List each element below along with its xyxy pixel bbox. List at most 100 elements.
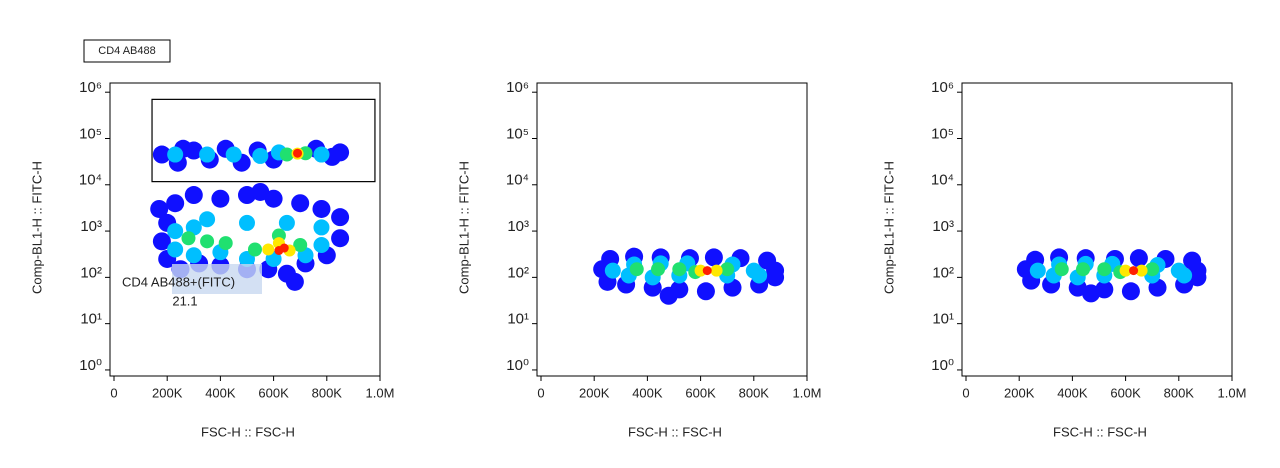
- y-tick-label: 10⁰: [506, 357, 529, 374]
- density-point: [199, 211, 216, 228]
- density-point: [225, 146, 242, 163]
- density-point: [331, 208, 350, 227]
- x-tick-label: 200K: [1004, 385, 1035, 400]
- y-tick-label: 10⁵: [506, 125, 529, 142]
- x-axis-label: FSC-H :: FSC-H: [201, 424, 295, 439]
- density-point: [199, 146, 216, 163]
- density-point: [710, 264, 723, 277]
- density-point: [278, 214, 295, 231]
- density-point: [251, 182, 270, 201]
- gate: [151, 98, 376, 183]
- density-point: [1129, 249, 1148, 268]
- density-point: [167, 146, 184, 163]
- density-point: [152, 145, 171, 164]
- density-point: [218, 236, 233, 251]
- x-axis-label: FSC-H :: FSC-H: [1053, 424, 1147, 439]
- density-point: [659, 286, 678, 305]
- density-point: [211, 189, 230, 208]
- density-point: [604, 262, 621, 279]
- y-tick-label: 10⁶: [506, 79, 529, 96]
- density-point: [152, 232, 171, 251]
- y-tick-label: 10⁵: [79, 125, 102, 142]
- y-tick-label: 10²: [80, 264, 102, 281]
- density-point: [702, 266, 712, 276]
- y-tick-label: 10³: [932, 218, 954, 235]
- x-tick-label: 400K: [205, 385, 236, 400]
- density-point: [1145, 262, 1160, 277]
- density-point: [150, 199, 169, 218]
- density-point: [238, 214, 255, 231]
- x-tick-label: 600K: [258, 385, 289, 400]
- x-tick-label: 0: [962, 385, 969, 400]
- plot-frame: [961, 82, 1233, 377]
- density-point: [651, 262, 666, 277]
- density-point: [696, 282, 715, 301]
- y-tick-label: 10²: [507, 264, 529, 281]
- density-point: [1121, 282, 1140, 301]
- density-point: [279, 243, 289, 253]
- x-tick-label: 400K: [1057, 385, 1088, 400]
- y-axis-label: Comp-BL1-H :: FITC-H: [881, 161, 896, 294]
- y-tick-label: 10⁰: [931, 357, 954, 374]
- density-point: [1129, 266, 1139, 276]
- x-tick-label: 800K: [739, 385, 770, 400]
- density-point: [704, 248, 723, 267]
- y-tick-label: 10¹: [80, 311, 102, 328]
- y-tick-label: 10⁶: [931, 79, 954, 96]
- density-point: [1029, 262, 1046, 279]
- density-point: [331, 229, 350, 248]
- x-tick-label: 1.0M: [366, 385, 395, 400]
- density-point: [313, 219, 330, 236]
- gate-frequency: 21.1: [172, 293, 197, 308]
- density-point: [751, 267, 768, 284]
- density-point: [1119, 264, 1132, 277]
- density-point: [200, 234, 215, 249]
- density-point: [184, 186, 203, 205]
- y-tick-label: 10²: [932, 264, 954, 281]
- x-tick-label: 800K: [312, 385, 343, 400]
- y-tick-label: 10⁴: [506, 172, 529, 189]
- density-point: [166, 194, 185, 213]
- density-point: [720, 262, 735, 277]
- header-box: [83, 39, 171, 63]
- density-point: [1188, 268, 1207, 287]
- y-tick-label: 10³: [80, 218, 102, 235]
- density-point: [331, 143, 350, 162]
- x-tick-label: 1.0M: [1218, 385, 1247, 400]
- density-point: [247, 242, 262, 257]
- density-point: [252, 147, 269, 164]
- density-point: [1135, 264, 1148, 277]
- x-axis-label: FSC-H :: FSC-H: [628, 424, 722, 439]
- density-point: [167, 241, 184, 258]
- x-tick-label: 800K: [1164, 385, 1195, 400]
- x-tick-label: 400K: [632, 385, 663, 400]
- header: CD4 AB488: [98, 45, 155, 57]
- density-point: [312, 199, 331, 218]
- y-tick-label: 10⁴: [931, 172, 954, 189]
- x-tick-label: 0: [110, 385, 117, 400]
- density-point: [181, 231, 196, 246]
- density-point: [313, 237, 330, 254]
- y-tick-label: 10⁰: [79, 357, 102, 374]
- y-tick-label: 10¹: [507, 311, 529, 328]
- density-point: [293, 238, 308, 253]
- x-tick-label: 600K: [685, 385, 716, 400]
- density-point: [1054, 262, 1069, 277]
- y-tick-label: 10⁶: [79, 79, 102, 96]
- density-point: [672, 262, 687, 277]
- density-point: [291, 194, 310, 213]
- x-tick-label: 200K: [579, 385, 610, 400]
- y-tick-label: 10¹: [932, 311, 954, 328]
- density-point: [285, 272, 304, 291]
- density-point: [293, 148, 303, 158]
- density-point: [766, 268, 785, 287]
- y-tick-label: 10⁴: [79, 172, 102, 189]
- y-tick-label: 10⁵: [931, 125, 954, 142]
- density-point: [262, 243, 275, 256]
- density-point: [694, 264, 707, 277]
- y-tick-label: 10³: [507, 218, 529, 235]
- density-point: [185, 247, 202, 264]
- x-tick-label: 200K: [152, 385, 183, 400]
- plot-frame: [536, 82, 808, 377]
